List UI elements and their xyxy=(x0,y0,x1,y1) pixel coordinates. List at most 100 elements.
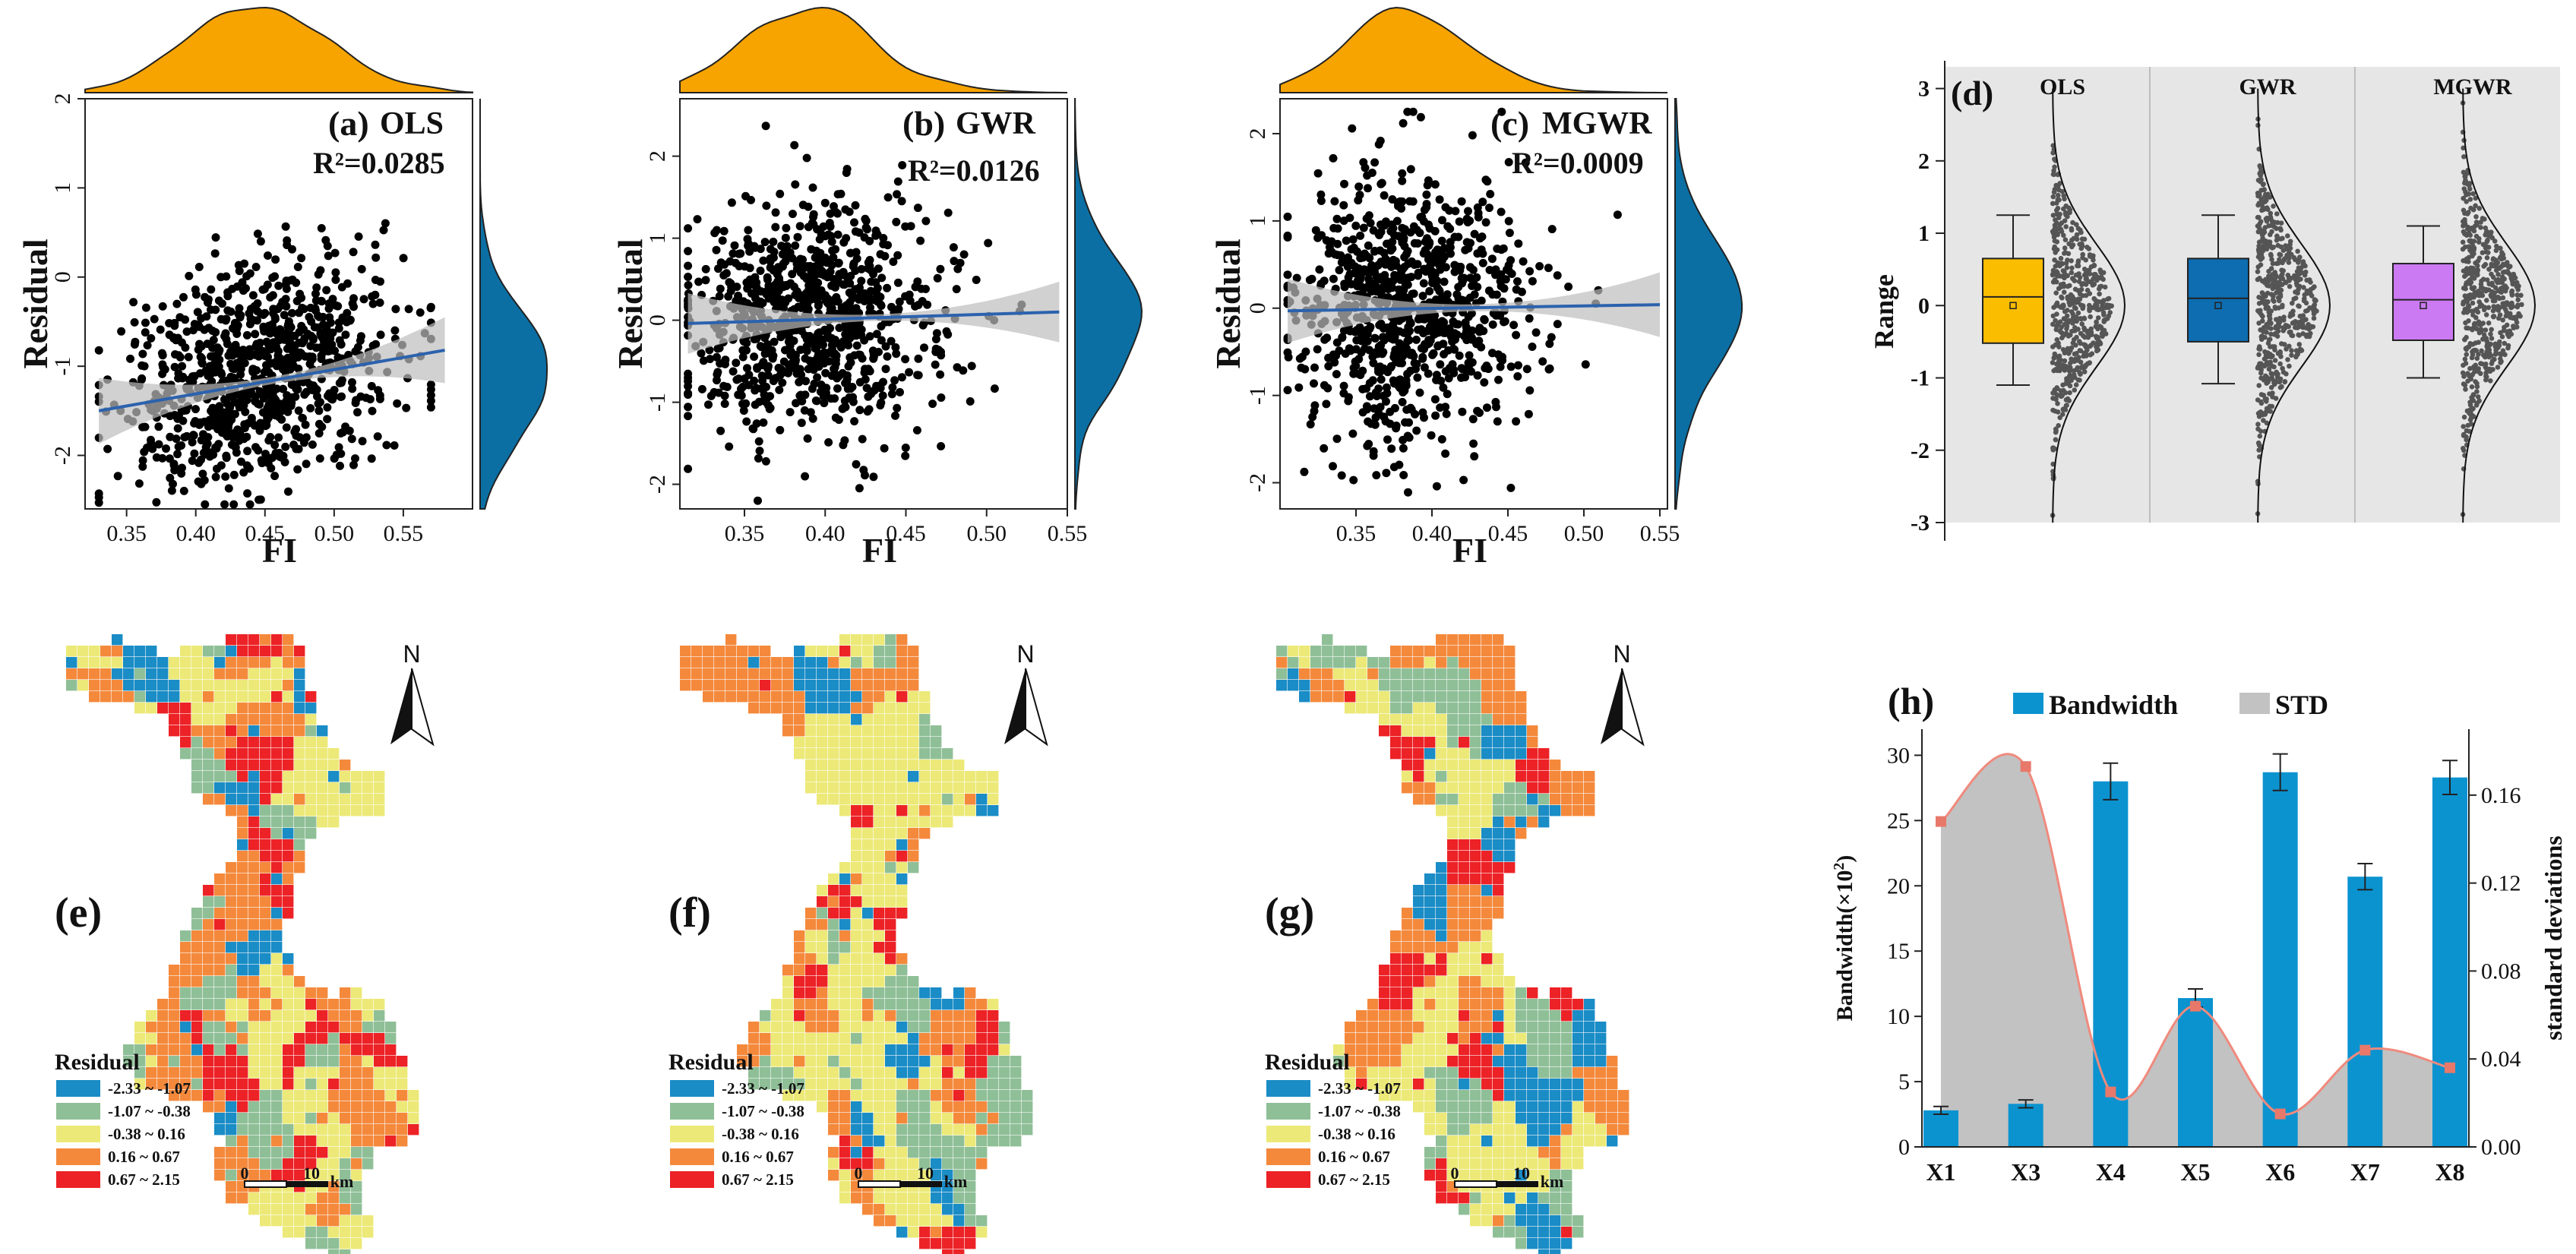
jitter-point xyxy=(2054,336,2060,343)
jitter-point xyxy=(2473,362,2478,368)
map-cell xyxy=(237,646,248,657)
map-cell xyxy=(260,873,271,885)
a-point xyxy=(404,305,413,314)
x-tick-label: 0.45 xyxy=(1488,521,1528,546)
jitter-point xyxy=(2469,326,2474,332)
a-point xyxy=(233,321,242,330)
c-point xyxy=(1443,222,1452,231)
b-point xyxy=(725,278,734,287)
jitter-point xyxy=(2057,415,2062,421)
a-point xyxy=(337,429,345,437)
jitter-point xyxy=(2059,393,2064,400)
c-point xyxy=(1356,272,1365,281)
b-point xyxy=(931,344,940,353)
a-point xyxy=(358,437,367,446)
a-point xyxy=(348,377,356,387)
map-cell xyxy=(248,725,260,737)
x-tick-label: 0.35 xyxy=(1336,521,1377,546)
map-cell xyxy=(283,1079,294,1090)
b-point xyxy=(810,379,819,388)
b-point xyxy=(850,218,858,227)
a-point xyxy=(200,325,209,334)
jitter-point xyxy=(2265,239,2270,245)
b-point xyxy=(842,325,851,334)
jitter-point xyxy=(2461,154,2467,160)
jitter-point xyxy=(2470,191,2476,197)
jitter-point xyxy=(2109,303,2114,309)
c-point xyxy=(1300,467,1309,476)
c-point xyxy=(1441,449,1450,458)
b-point xyxy=(883,352,892,361)
jitter-point xyxy=(2483,243,2489,249)
b-point xyxy=(869,354,878,362)
c-point xyxy=(1294,383,1304,392)
map-cell xyxy=(248,942,260,953)
map-cell xyxy=(157,1022,169,1033)
map-cell xyxy=(351,1022,362,1033)
c-point xyxy=(1414,268,1423,277)
c-point xyxy=(1337,471,1346,480)
c-point xyxy=(1509,321,1519,330)
map-cell xyxy=(294,703,305,714)
map-cell xyxy=(146,1044,157,1056)
b-point xyxy=(732,375,741,384)
a-point xyxy=(223,292,232,301)
map-cell xyxy=(237,748,248,760)
c-point xyxy=(1329,153,1338,163)
map-cell xyxy=(260,851,271,862)
jitter-point xyxy=(2297,314,2303,319)
b-point xyxy=(763,275,772,284)
a-point xyxy=(354,232,363,241)
c-point xyxy=(1420,205,1429,214)
b-point xyxy=(738,352,748,362)
c-point xyxy=(1494,375,1503,384)
jitter-point xyxy=(2060,382,2066,388)
c-point xyxy=(1354,182,1364,191)
jitter-point xyxy=(2485,237,2490,243)
a-point xyxy=(284,487,292,496)
a-point xyxy=(356,392,365,401)
jitter-point xyxy=(2290,308,2296,314)
jitter-point xyxy=(2057,211,2062,217)
a-point xyxy=(204,433,213,442)
b-point xyxy=(814,337,823,346)
a-point xyxy=(259,311,268,319)
mgwr-top-density xyxy=(1279,6,1667,93)
jitter-point xyxy=(2279,384,2284,390)
b-point xyxy=(814,302,823,311)
a-point xyxy=(426,403,435,412)
a-point xyxy=(261,450,270,459)
c-point xyxy=(1301,365,1310,374)
b-point xyxy=(781,233,790,242)
map-cell xyxy=(317,1044,328,1056)
b-point xyxy=(914,301,923,309)
b-point xyxy=(852,460,861,469)
b-point xyxy=(931,360,940,369)
b-point xyxy=(797,419,806,428)
c-point xyxy=(1395,384,1405,393)
b-point xyxy=(897,197,906,206)
a-point xyxy=(314,400,323,409)
jitter-point xyxy=(2106,295,2112,302)
box-panel-label: (d) xyxy=(1951,74,1993,112)
map-cell xyxy=(305,987,317,999)
a-point xyxy=(373,432,382,441)
c-point xyxy=(1316,190,1326,199)
a-point xyxy=(147,333,156,343)
map-cell xyxy=(214,703,226,714)
jitter-point xyxy=(2077,291,2083,297)
a-point xyxy=(117,327,126,336)
c-point xyxy=(1395,460,1404,469)
b-point xyxy=(762,201,771,210)
jitter-point xyxy=(2255,264,2261,270)
jitter-point xyxy=(2078,359,2084,365)
jitter-point xyxy=(2051,172,2057,177)
map-cell xyxy=(226,646,237,657)
jitter-point xyxy=(2264,406,2270,412)
map-cell xyxy=(169,976,180,987)
map-cell xyxy=(237,634,248,646)
map-cell xyxy=(191,999,203,1010)
a-point xyxy=(274,281,283,290)
